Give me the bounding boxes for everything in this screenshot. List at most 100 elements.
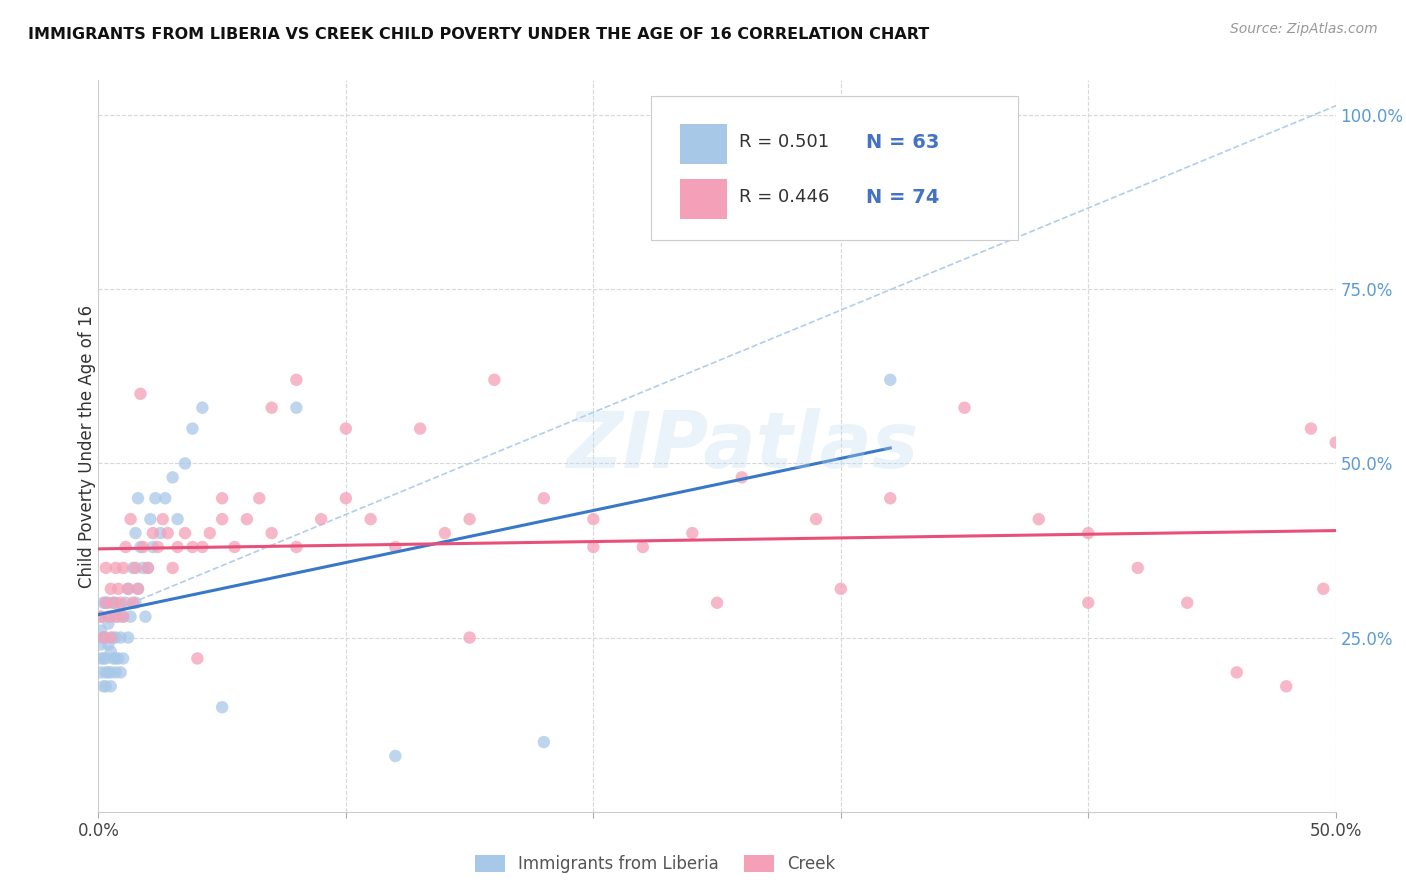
Point: [104, 651, 127, 665]
Point: [104, 561, 127, 575]
Point: [533, 491, 555, 506]
Point: [155, 491, 177, 506]
Point: [127, 582, 149, 596]
Point: [107, 609, 129, 624]
Point: [260, 401, 283, 415]
Point: [309, 512, 332, 526]
Y-axis label: Child Poverty Under the Age of 16: Child Poverty Under the Age of 16: [79, 304, 96, 588]
Point: [236, 512, 259, 526]
Point: [110, 596, 132, 610]
Point: [112, 651, 135, 665]
Text: N = 74: N = 74: [866, 188, 939, 207]
Point: [484, 373, 506, 387]
Point: [409, 421, 432, 435]
Point: [104, 665, 127, 680]
Point: [156, 526, 179, 541]
Point: [706, 596, 728, 610]
Point: [94, 631, 117, 645]
Point: [124, 561, 146, 575]
Point: [112, 561, 135, 575]
Point: [100, 644, 122, 658]
Point: [129, 540, 152, 554]
Point: [122, 596, 145, 610]
Point: [132, 561, 155, 575]
Point: [174, 526, 197, 541]
Point: [100, 679, 122, 693]
FancyBboxPatch shape: [651, 96, 1018, 240]
Text: R = 0.446: R = 0.446: [740, 188, 830, 206]
Point: [198, 526, 221, 541]
Point: [191, 540, 214, 554]
Bar: [681, 124, 727, 164]
Point: [1077, 526, 1099, 541]
Point: [117, 582, 139, 596]
Point: [94, 679, 117, 693]
Text: IMMIGRANTS FROM LIBERIA VS CREEK CHILD POVERTY UNDER THE AGE OF 16 CORRELATION C: IMMIGRANTS FROM LIBERIA VS CREEK CHILD P…: [28, 27, 929, 42]
Point: [94, 651, 117, 665]
Point: [112, 609, 135, 624]
Bar: [681, 179, 727, 219]
Point: [211, 491, 233, 506]
Point: [97, 638, 120, 652]
Text: ZIPatlas: ZIPatlas: [565, 408, 918, 484]
Point: [110, 631, 132, 645]
Point: [90, 638, 112, 652]
Point: [142, 540, 165, 554]
Legend: Immigrants from Liberia, Creek: Immigrants from Liberia, Creek: [475, 855, 835, 873]
Point: [830, 582, 852, 596]
Text: N = 63: N = 63: [866, 133, 939, 152]
Point: [149, 526, 172, 541]
Point: [533, 735, 555, 749]
Point: [285, 540, 308, 554]
Point: [94, 561, 117, 575]
Point: [285, 401, 308, 415]
Point: [93, 651, 115, 665]
Point: [1226, 665, 1249, 680]
Point: [731, 470, 754, 484]
Point: [120, 512, 142, 526]
Point: [90, 609, 112, 624]
Point: [335, 421, 357, 435]
Point: [181, 540, 204, 554]
Point: [94, 596, 117, 610]
Point: [142, 526, 165, 541]
Point: [93, 596, 115, 610]
Text: Source: ZipAtlas.com: Source: ZipAtlas.com: [1230, 22, 1378, 37]
Point: [90, 651, 112, 665]
Point: [117, 582, 139, 596]
Point: [104, 609, 127, 624]
Point: [112, 609, 135, 624]
Point: [804, 512, 827, 526]
Point: [879, 373, 901, 387]
Point: [97, 616, 120, 631]
Point: [953, 401, 976, 415]
Point: [120, 609, 142, 624]
Point: [100, 582, 122, 596]
Point: [433, 526, 456, 541]
Point: [166, 540, 188, 554]
Point: [136, 561, 159, 575]
Point: [1028, 512, 1050, 526]
Point: [162, 470, 184, 484]
Point: [134, 609, 156, 624]
Point: [93, 631, 115, 645]
Point: [90, 609, 112, 624]
Point: [107, 582, 129, 596]
Point: [117, 631, 139, 645]
Point: [1312, 582, 1334, 596]
Point: [94, 596, 117, 610]
Point: [681, 526, 703, 541]
Point: [122, 561, 145, 575]
Point: [110, 665, 132, 680]
Point: [224, 540, 246, 554]
Point: [191, 401, 214, 415]
Point: [139, 512, 162, 526]
Point: [97, 609, 120, 624]
Point: [260, 526, 283, 541]
Point: [1175, 596, 1198, 610]
Point: [107, 651, 129, 665]
Point: [384, 749, 406, 764]
Point: [1077, 596, 1099, 610]
Point: [631, 540, 654, 554]
Point: [879, 491, 901, 506]
